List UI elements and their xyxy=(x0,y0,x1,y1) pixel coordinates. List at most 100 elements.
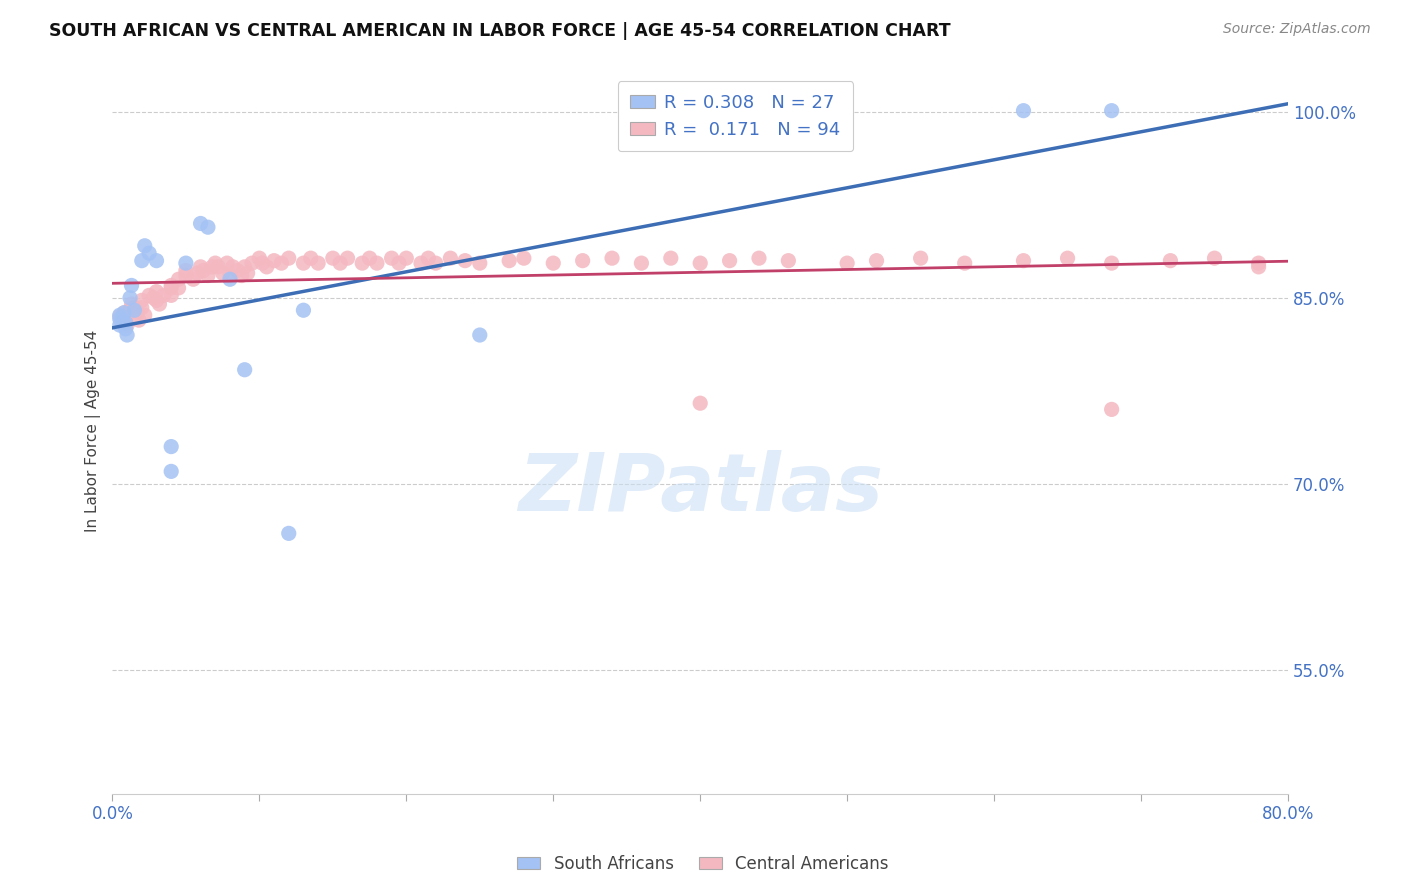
Point xyxy=(1204,251,1226,265)
Point xyxy=(131,253,153,268)
Point xyxy=(1247,256,1270,270)
Point xyxy=(138,288,160,302)
Point xyxy=(388,256,411,270)
Point xyxy=(571,253,593,268)
Point xyxy=(292,256,315,270)
Point xyxy=(131,293,153,308)
Legend: R = 0.308   N = 27, R =  0.171   N = 94: R = 0.308 N = 27, R = 0.171 N = 94 xyxy=(617,81,853,152)
Point xyxy=(498,253,520,268)
Point xyxy=(160,281,183,295)
Point xyxy=(468,328,491,343)
Point xyxy=(689,396,711,410)
Point xyxy=(659,251,682,265)
Point xyxy=(145,293,167,308)
Point xyxy=(112,306,135,320)
Point xyxy=(233,260,256,274)
Point xyxy=(219,272,242,286)
Point xyxy=(1159,253,1181,268)
Point xyxy=(187,266,209,280)
Point xyxy=(142,291,165,305)
Point xyxy=(425,256,447,270)
Point xyxy=(409,256,432,270)
Point xyxy=(219,268,242,283)
Point xyxy=(207,260,229,274)
Point xyxy=(115,328,138,343)
Point xyxy=(118,303,141,318)
Point xyxy=(910,251,932,265)
Point xyxy=(359,251,381,265)
Point xyxy=(689,256,711,270)
Point xyxy=(111,313,134,327)
Point xyxy=(121,278,143,293)
Point xyxy=(270,256,292,270)
Point xyxy=(454,253,477,268)
Point xyxy=(108,312,131,326)
Point xyxy=(160,288,183,302)
Point xyxy=(277,251,299,265)
Point xyxy=(299,251,322,265)
Point xyxy=(124,301,146,315)
Point xyxy=(277,526,299,541)
Point xyxy=(1101,256,1123,270)
Point xyxy=(145,285,167,299)
Point xyxy=(1012,103,1035,118)
Point xyxy=(167,281,190,295)
Text: Source: ZipAtlas.com: Source: ZipAtlas.com xyxy=(1223,22,1371,37)
Point xyxy=(439,251,461,265)
Point xyxy=(953,256,976,270)
Point xyxy=(256,260,278,274)
Point xyxy=(160,464,183,478)
Point xyxy=(718,253,741,268)
Y-axis label: In Labor Force | Age 45-54: In Labor Force | Age 45-54 xyxy=(86,330,101,533)
Point xyxy=(124,303,146,318)
Point xyxy=(468,256,491,270)
Point xyxy=(108,318,131,332)
Point xyxy=(226,263,249,277)
Point xyxy=(197,220,219,235)
Point xyxy=(112,306,135,320)
Point xyxy=(778,253,800,268)
Point xyxy=(1247,260,1270,274)
Point xyxy=(190,217,212,231)
Point xyxy=(1101,103,1123,118)
Point xyxy=(153,288,176,302)
Point xyxy=(148,297,170,311)
Point xyxy=(837,256,859,270)
Point xyxy=(215,256,238,270)
Point xyxy=(181,272,204,286)
Point xyxy=(145,253,167,268)
Point xyxy=(322,251,344,265)
Point xyxy=(366,256,388,270)
Point xyxy=(329,256,352,270)
Point xyxy=(292,303,315,318)
Point xyxy=(748,251,770,265)
Point xyxy=(1012,253,1035,268)
Point xyxy=(167,272,190,286)
Point xyxy=(115,308,138,322)
Point xyxy=(418,251,440,265)
Point xyxy=(174,263,197,277)
Point xyxy=(193,263,215,277)
Point xyxy=(160,278,183,293)
Point xyxy=(114,316,136,330)
Point xyxy=(204,256,226,270)
Point xyxy=(111,313,134,327)
Point xyxy=(352,256,374,270)
Point xyxy=(1056,251,1078,265)
Point xyxy=(121,297,143,311)
Point xyxy=(134,239,156,253)
Point xyxy=(236,266,259,280)
Point xyxy=(336,251,359,265)
Point xyxy=(233,363,256,377)
Legend: South Africans, Central Americans: South Africans, Central Americans xyxy=(510,848,896,880)
Point xyxy=(211,266,233,280)
Point xyxy=(307,256,329,270)
Point xyxy=(138,246,160,260)
Point xyxy=(381,251,404,265)
Point xyxy=(108,308,131,322)
Point xyxy=(115,318,138,332)
Point xyxy=(128,313,150,327)
Point xyxy=(174,268,197,283)
Point xyxy=(160,440,183,454)
Point xyxy=(114,322,136,336)
